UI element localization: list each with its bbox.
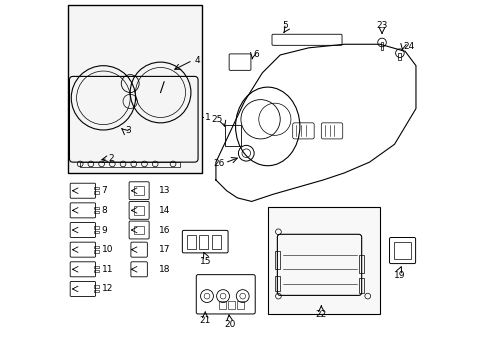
Bar	[228, 301, 234, 309]
Bar	[358, 255, 364, 273]
Bar	[94, 250, 99, 252]
Bar	[80, 162, 180, 167]
Text: 6: 6	[253, 50, 259, 59]
Bar	[211, 235, 220, 249]
Text: 10: 10	[102, 245, 113, 254]
Text: 19: 19	[393, 271, 405, 280]
Bar	[398, 53, 401, 60]
Text: 25: 25	[211, 115, 223, 124]
Text: 21: 21	[199, 316, 210, 325]
Text: 7: 7	[102, 186, 107, 195]
Text: 23: 23	[376, 21, 387, 30]
Text: 16: 16	[159, 225, 170, 234]
Bar	[134, 226, 144, 234]
Bar	[274, 276, 280, 291]
Text: 20: 20	[224, 320, 235, 329]
Bar	[94, 290, 99, 292]
Bar	[267, 207, 380, 314]
Bar	[199, 235, 207, 249]
Bar	[134, 186, 144, 195]
Bar	[94, 285, 99, 288]
Text: 24: 24	[403, 41, 414, 50]
Bar	[94, 231, 99, 233]
Text: 18: 18	[159, 265, 170, 274]
Bar	[94, 226, 99, 229]
Bar	[94, 187, 99, 189]
Bar	[237, 301, 244, 309]
Bar	[358, 278, 364, 293]
Text: 5: 5	[282, 21, 288, 30]
Bar	[219, 301, 225, 309]
Bar	[274, 251, 280, 269]
Bar	[94, 192, 99, 194]
Text: 15: 15	[199, 257, 210, 266]
Text: 13: 13	[159, 186, 170, 195]
Text: 4: 4	[194, 56, 200, 65]
Bar	[67, 5, 201, 173]
Bar	[94, 270, 99, 272]
Bar	[380, 42, 383, 50]
Bar	[94, 211, 99, 213]
Text: 14: 14	[159, 206, 170, 215]
Bar	[94, 246, 99, 248]
Bar	[94, 266, 99, 268]
Text: 9: 9	[102, 225, 107, 234]
Text: 17: 17	[159, 245, 170, 254]
Text: 8: 8	[102, 206, 107, 215]
Bar	[393, 242, 410, 259]
Text: 11: 11	[102, 265, 113, 274]
Bar	[94, 207, 99, 209]
Text: 2: 2	[108, 154, 114, 163]
Bar	[186, 235, 195, 249]
Text: 1: 1	[205, 113, 210, 122]
Bar	[134, 206, 144, 215]
Text: 22: 22	[315, 310, 326, 319]
Text: 26: 26	[213, 159, 224, 168]
Bar	[224, 125, 241, 146]
Text: 12: 12	[102, 284, 113, 293]
Text: 3: 3	[124, 126, 130, 135]
